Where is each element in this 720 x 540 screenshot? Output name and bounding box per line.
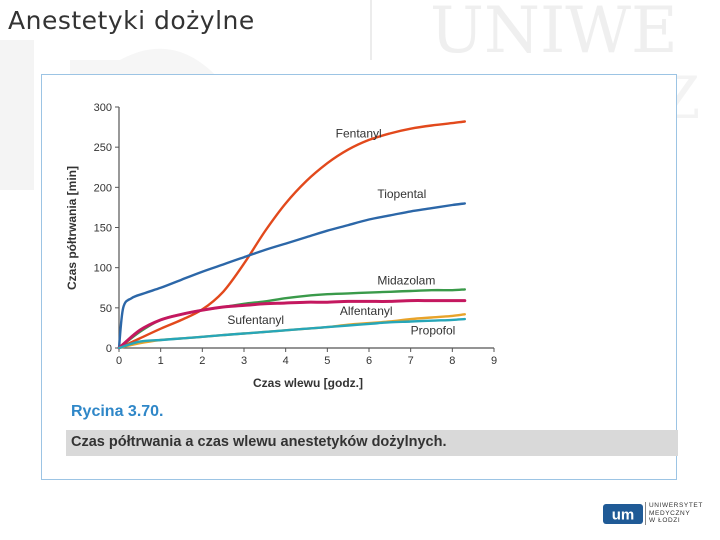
x-tick-label: 6 <box>366 355 372 367</box>
x-tick-label: 8 <box>449 355 455 367</box>
x-tick-label: 5 <box>324 355 330 367</box>
chart-axes: 0 1 2 3 4 5 6 7 8 9 0 50 100 150 200 250 300 <box>94 102 497 367</box>
x-tick-label: 4 <box>283 355 289 367</box>
y-axis-label: Czas półtrwania [min] <box>65 166 79 290</box>
figure-number: Rycina 3.70. <box>71 403 164 420</box>
logo-line-2: MEDYCZNY <box>649 509 691 517</box>
y-tick-label: 0 <box>106 343 112 355</box>
figure-frame <box>41 74 677 480</box>
y-tick-label: 50 <box>100 303 112 315</box>
logo-text: UNIWERSYTET MEDYCZNY W ŁODZI <box>645 502 719 525</box>
logo-line-1: UNIWERSYTET <box>649 502 703 509</box>
series-label-propofol: Propofol <box>411 323 456 337</box>
y-tick-label: 250 <box>94 142 112 154</box>
y-tick-label: 100 <box>94 263 112 275</box>
y-tick-label: 300 <box>94 102 112 114</box>
slide-title: Anestetyki dożylne <box>8 6 255 35</box>
series-line-propofol <box>117 317 466 350</box>
series-label-tiopental: Tiopental <box>377 187 426 201</box>
x-tick-label: 9 <box>491 355 497 367</box>
x-tick-label: 0 <box>116 355 122 367</box>
figure-caption: Czas półtrwania a czas wlewu anestetyków… <box>71 434 447 450</box>
series-line-fentanyl <box>117 120 466 350</box>
series-label-midazolam: Midazolam <box>377 274 435 288</box>
x-axis-label: Czas wlewu [godz.] <box>253 376 363 390</box>
university-logo: um UNIWERSYTET MEDYCZNY W ŁODZI <box>603 500 713 528</box>
x-tick-label: 1 <box>158 355 164 367</box>
series-label-fentanyl: Fentanyl <box>336 127 382 141</box>
y-tick-label: 200 <box>94 182 112 194</box>
x-tick-label: 2 <box>199 355 205 367</box>
chart-series <box>117 120 467 350</box>
series-label-alfentanyl: Alfentanyl <box>340 304 393 318</box>
x-tick-label: 7 <box>408 355 414 367</box>
series-line-tiopental <box>117 202 466 350</box>
caption-bar: Czas półtrwania a czas wlewu anestetyków… <box>66 430 678 456</box>
chart-series-labels: Fentanyl Tiopental Midazolam Alfentanyl Sufe… <box>227 127 455 338</box>
logo-line-3: W ŁODZI <box>649 517 681 525</box>
series-line-alfentanyl <box>117 299 467 350</box>
logo-mark-icon: um <box>603 504 643 524</box>
logo-mark-text: um <box>612 507 635 524</box>
series-label-sufentanyl: Sufentanyl <box>227 313 284 327</box>
y-tick-label: 150 <box>94 223 112 235</box>
x-tick-label: 3 <box>241 355 247 367</box>
